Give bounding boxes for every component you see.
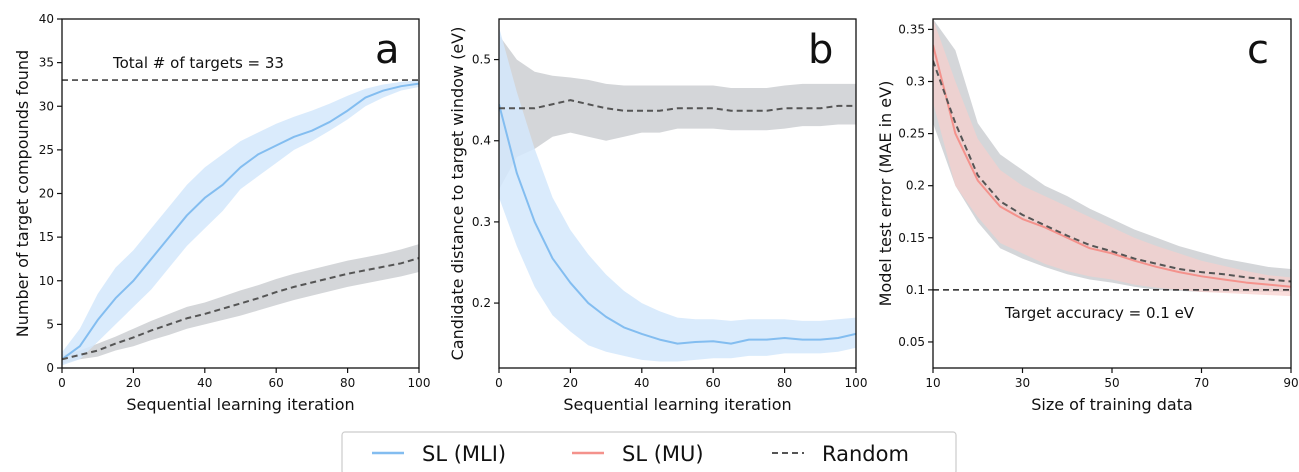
band-sl-mu [933,19,1291,297]
legend-box [341,431,957,472]
x-tick-label: 10 [925,376,940,390]
legend-label-sl-mli: SL (MLI) [422,442,506,466]
series-line-sl-mli [62,82,419,361]
band-random [499,35,856,190]
legend-label-sl-mu: SL (MU) [622,442,704,466]
x-tick-label: 40 [634,376,649,390]
x-tick-label: 20 [126,376,141,390]
x-tick-label: 20 [563,376,578,390]
x-tick-label: 30 [1015,376,1030,390]
y-tick-label: 40 [39,12,54,26]
band-sl-mli [499,27,856,362]
band-sl-mli [62,80,419,366]
y-tick-label: 0.3 [906,75,925,89]
y-tick-label: 0.2 [472,296,491,310]
series-line-sl-mli [499,103,856,345]
panel-letter: b [808,27,833,73]
x-tick-label: 0 [58,376,66,390]
axes-frame [498,18,857,369]
x-tick-label: 100 [845,376,868,390]
x-axis-label: Size of training data [1031,395,1193,414]
y-axis-label: Number of target compounds found [13,50,32,337]
x-tick-label: 100 [408,376,431,390]
legend: SL (MLI) SL (MU) Random [341,431,957,472]
y-tick-label: 0.2 [906,179,925,193]
y-axis-label: Model test error (MAE in eV) [876,81,895,307]
y-tick-label: 10 [39,274,54,288]
x-tick-label: 80 [340,376,355,390]
panel-a-chart: Total # of targets = 33 0 20 40 60 80 100 0 5 10 1… [13,12,430,414]
panel-letter: c [1247,27,1269,73]
x-tick-label: 80 [777,376,792,390]
legend-label-random: Random [822,442,909,466]
x-tick-label: 0 [495,376,503,390]
y-tick-label: 15 [39,230,54,244]
y-tick-label: 0.5 [472,53,491,67]
x-axis-label: Sequential learning iteration [126,395,354,414]
y-tick-label: 0.4 [472,134,491,148]
x-tick-label: 60 [706,376,721,390]
plot-area [499,27,856,362]
plot-area [933,19,1291,297]
band-random [62,244,419,364]
series-line-random [933,60,1291,283]
y-tick-label: 0.3 [472,215,491,229]
y-tick-label: 0.25 [898,127,925,141]
series-line-random [62,257,419,361]
y-tick-label: 30 [39,99,54,113]
x-tick-label: 70 [1194,376,1209,390]
x-tick-label: 60 [269,376,284,390]
x-tick-label: 90 [1283,376,1298,390]
panel-letter: a [375,27,400,73]
target-annotation: Total # of targets = 33 [112,54,284,72]
x-axis-label: Sequential learning iteration [563,395,791,414]
series-line-random [499,99,856,112]
y-tick-label: 25 [39,143,54,157]
plot-area [62,80,419,366]
y-tick-label: 0.05 [898,335,925,349]
y-tick-label: 20 [39,187,54,201]
target-annotation: Target accuracy = 0.1 eV [1004,304,1195,322]
y-tick-label: 5 [46,317,54,331]
panel-b-chart: 0 20 40 60 80 100 0.2 0.3 0.4 0.5 Sequential learn… [448,18,868,414]
x-tick-label: 40 [197,376,212,390]
y-tick-label: 0.1 [906,283,925,297]
y-axis-label: Candidate distance to target window (eV) [448,27,467,361]
y-tick-label: 0 [46,361,54,375]
y-tick-label: 35 [39,56,54,70]
y-tick-label: 0.15 [898,231,925,245]
panel-c-chart: Target accuracy = 0.1 eV 10 30 50 70 90 0.05 0.… [876,18,1299,414]
x-tick-label: 50 [1104,376,1119,390]
y-tick-label: 0.35 [898,22,925,36]
series-line-sl-mu [933,44,1291,288]
